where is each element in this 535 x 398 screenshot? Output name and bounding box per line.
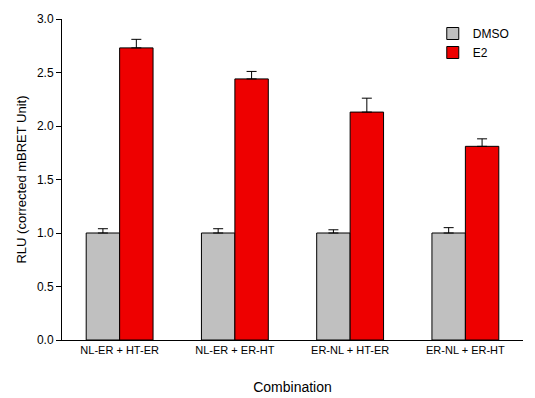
svg-text:NL-ER + ER-HT: NL-ER + ER-HT <box>195 344 274 356</box>
svg-text:Combination: Combination <box>253 379 332 395</box>
svg-text:ER-NL + HT-ER: ER-NL + HT-ER <box>311 344 389 356</box>
svg-text:3.0: 3.0 <box>37 12 54 26</box>
svg-text:NL-ER + HT-ER: NL-ER + HT-ER <box>80 344 159 356</box>
svg-text:0.0: 0.0 <box>37 333 54 347</box>
svg-text:1.5: 1.5 <box>37 173 54 187</box>
svg-text:E2: E2 <box>473 46 488 60</box>
svg-text:DMSO: DMSO <box>473 27 509 41</box>
svg-text:2.5: 2.5 <box>37 66 54 80</box>
svg-text:0.5: 0.5 <box>37 280 54 294</box>
svg-text:RLU (corrected mBRET Unit): RLU (corrected mBRET Unit) <box>14 95 29 263</box>
svg-text:2.0: 2.0 <box>37 119 54 133</box>
svg-text:ER-NL + ER-HT: ER-NL + ER-HT <box>426 344 505 356</box>
svg-text:1.0: 1.0 <box>37 226 54 240</box>
